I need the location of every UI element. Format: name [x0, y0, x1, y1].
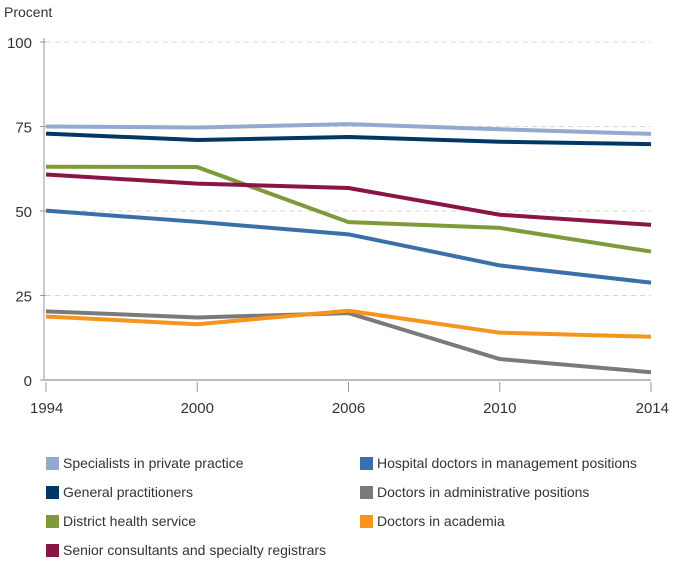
legend-swatch [46, 485, 59, 499]
y-tick-label: 0 [24, 373, 32, 390]
line-chart: Procent 0 25 50 75 100 1994 2000 2006 2010 2014 [4, 4, 669, 417]
legend-label: General practitioners [63, 484, 193, 500]
legend-label: Senior consultants and specialty registr… [63, 542, 327, 558]
legend-swatch [360, 456, 373, 470]
series-line-2 [45, 131, 652, 147]
x-tick-label: 2000 [181, 400, 214, 417]
legend-swatch [360, 514, 373, 528]
legend-item: Hospital doctors in management positions [360, 453, 690, 473]
series-line-5 [45, 308, 652, 339]
legend-label: District health service [63, 513, 197, 529]
legend-swatch [46, 456, 59, 470]
legend-swatch [360, 485, 373, 499]
legend-item: Senior consultants and specialty registr… [46, 540, 360, 560]
legend-item: General practitioners [46, 482, 360, 502]
legend-label: Doctors in academia [377, 513, 505, 529]
y-tick-label: 50 [15, 204, 32, 221]
legend-item: District health service [46, 511, 360, 531]
legend-item: Specialists in private practice [46, 453, 360, 473]
series-line-4 [45, 164, 652, 254]
y-tick-label: 25 [15, 289, 32, 306]
legend-item: Doctors in academia [360, 511, 690, 531]
legend-label: Doctors in administrative positions [377, 484, 590, 500]
series-line-1 [45, 208, 652, 285]
x-tick-label: 2014 [636, 400, 669, 417]
y-tick-label: 100 [7, 35, 32, 52]
x-tick-label: 2010 [483, 400, 516, 417]
y-axis-label: Procent [4, 4, 52, 20]
legend-swatch [46, 543, 59, 557]
legend: Specialists in private practice Hospital … [46, 453, 696, 560]
series-line-0 [45, 122, 652, 136]
series-line-3 [45, 309, 652, 375]
y-tick-label: 75 [15, 120, 32, 137]
series-line-6 [45, 172, 652, 227]
legend-label: Hospital doctors in management positions [377, 455, 637, 471]
x-tick-label: 2006 [332, 400, 365, 417]
legend-swatch [46, 514, 59, 528]
x-tick-label: 1994 [30, 400, 63, 417]
legend-label: Specialists in private practice [63, 455, 244, 471]
legend-item: Doctors in administrative positions [360, 482, 690, 502]
